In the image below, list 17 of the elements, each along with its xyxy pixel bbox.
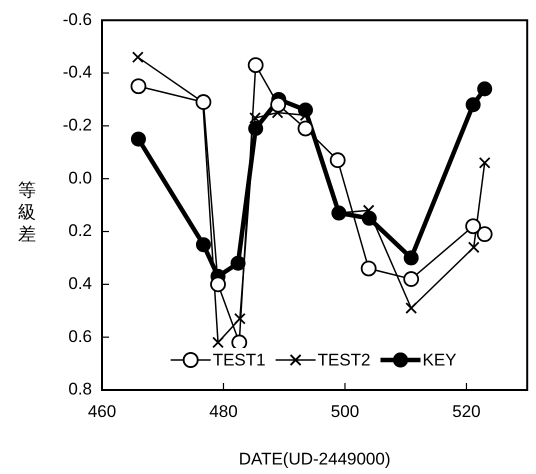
y-tick-label: 0.6 [68, 326, 92, 346]
x-tick-label: 460 [88, 402, 116, 421]
x-axis-title: DATE(UD-2449000) [238, 449, 390, 468]
legend-label: TEST1 [212, 350, 266, 370]
y-tick-label: 0.2 [68, 221, 92, 240]
y-tick-label: -0.4 [62, 62, 92, 82]
y-tick-label: -0.6 [62, 10, 92, 29]
y-tick-label: 0.0 [68, 168, 92, 188]
legend-label: TEST2 [318, 350, 370, 370]
x-tick-label: 480 [209, 402, 238, 421]
legend-label: KEY [422, 350, 457, 370]
y-tick-label: 0.4 [68, 274, 92, 294]
x-tick-label: 520 [452, 402, 481, 421]
x-tick-label: 500 [330, 402, 360, 421]
y-tick-label: -0.2 [62, 116, 92, 135]
y-tick-label: 0.8 [68, 380, 92, 399]
y-axis-title: 等級差 [18, 180, 37, 246]
